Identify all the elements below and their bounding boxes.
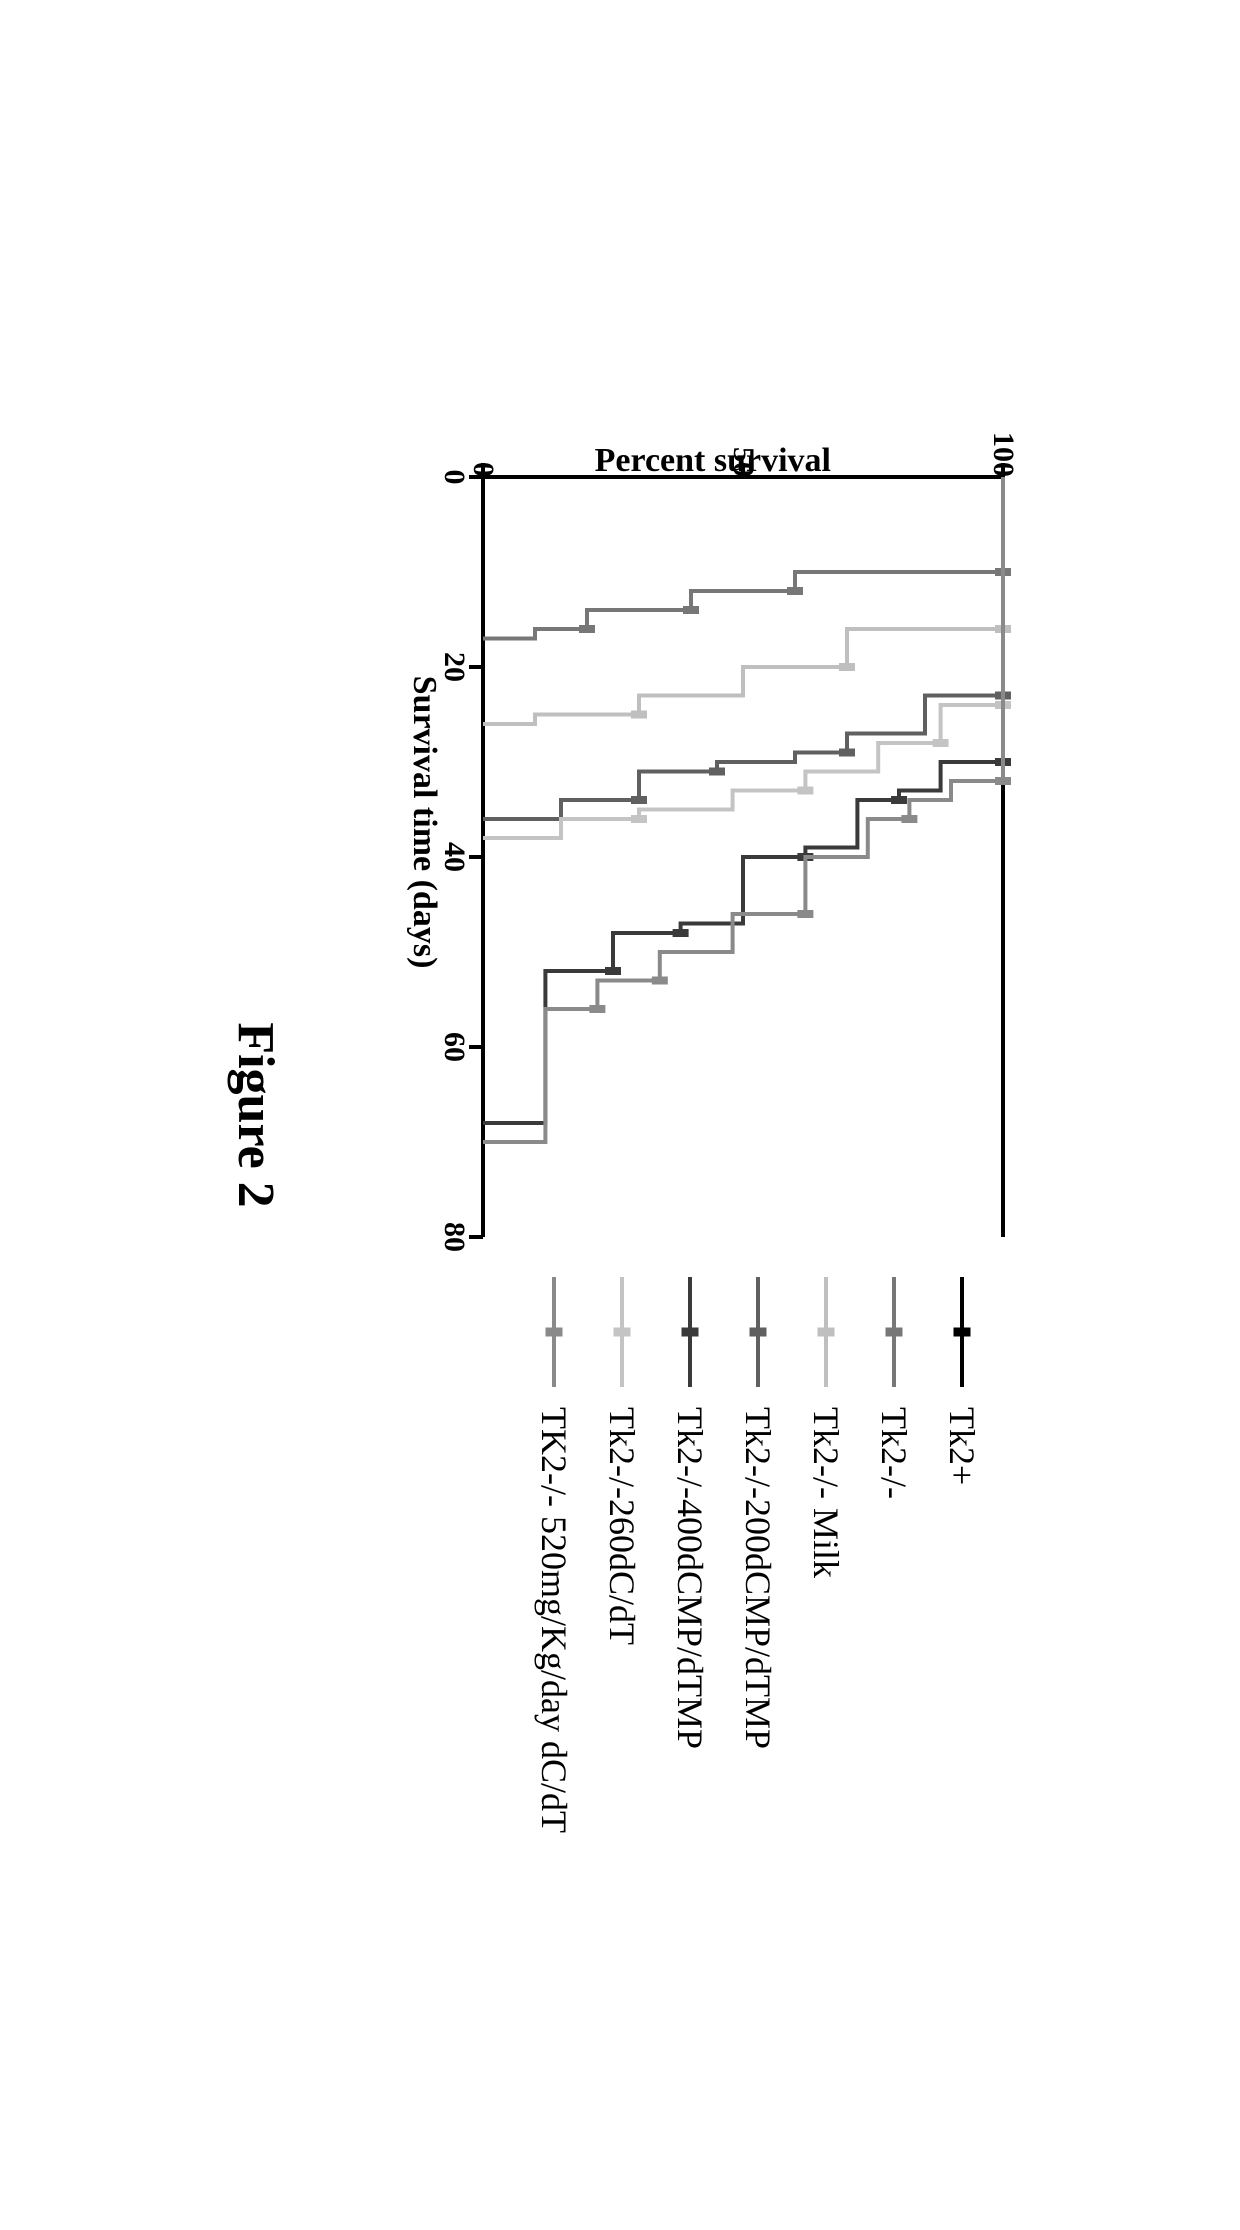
legend-label: TK2-/- 520mg/Kg/day dC/dT [534, 1407, 576, 1833]
legend-item: Tk2-/- [874, 1277, 916, 1833]
legend-label: Tk2-/- [874, 1407, 916, 1499]
legend-item: Tk2-/-200dCMP/dTMP [738, 1277, 780, 1833]
x-axis-label: Survival time (days) [406, 397, 444, 1247]
legend-swatch [537, 1277, 573, 1387]
survival-plot-svg [454, 397, 1014, 1247]
figure-stage: Percent survival 050100 020406080 Surviv… [0, 0, 1240, 2230]
x-tick: 60 [438, 1032, 472, 1062]
legend-item: Tk2-/-400dCMP/dTMP [670, 1277, 712, 1833]
figure-caption: Figure 2 [227, 1022, 286, 1207]
legend-swatch [877, 1277, 913, 1387]
legend: Tk2+ Tk2-/- Tk2-/- Milk Tk2-/-200dCMP/dTMP T… [534, 1277, 1014, 1833]
x-tick: 40 [438, 842, 472, 872]
survival-chart: Percent survival 050100 020406080 Surviv… [406, 397, 1014, 1247]
legend-label: Tk2-/- Milk [806, 1407, 848, 1578]
legend-item: Tk2+ [942, 1277, 984, 1833]
legend-swatch [809, 1277, 845, 1387]
legend-item: TK2-/- 520mg/Kg/day dC/dT [534, 1277, 576, 1833]
legend-swatch [741, 1277, 777, 1387]
legend-item: Tk2-/-260dC/dT [602, 1277, 644, 1833]
x-tick: 20 [438, 652, 472, 682]
legend-item: Tk2-/- Milk [806, 1277, 848, 1833]
legend-label: Tk2+ [942, 1407, 984, 1485]
legend-swatch [945, 1277, 981, 1387]
figure-row: Percent survival 050100 020406080 Surviv… [406, 397, 1014, 1833]
y-tick-labels: 050100 [406, 419, 1014, 499]
legend-swatch [673, 1277, 709, 1387]
legend-label: Tk2-/-260dC/dT [602, 1407, 644, 1645]
legend-label: Tk2-/-400dCMP/dTMP [670, 1407, 712, 1749]
x-tick: 80 [438, 1222, 472, 1252]
legend-label: Tk2-/-200dCMP/dTMP [738, 1407, 780, 1749]
legend-swatch [605, 1277, 641, 1387]
x-tick: 0 [438, 470, 472, 485]
